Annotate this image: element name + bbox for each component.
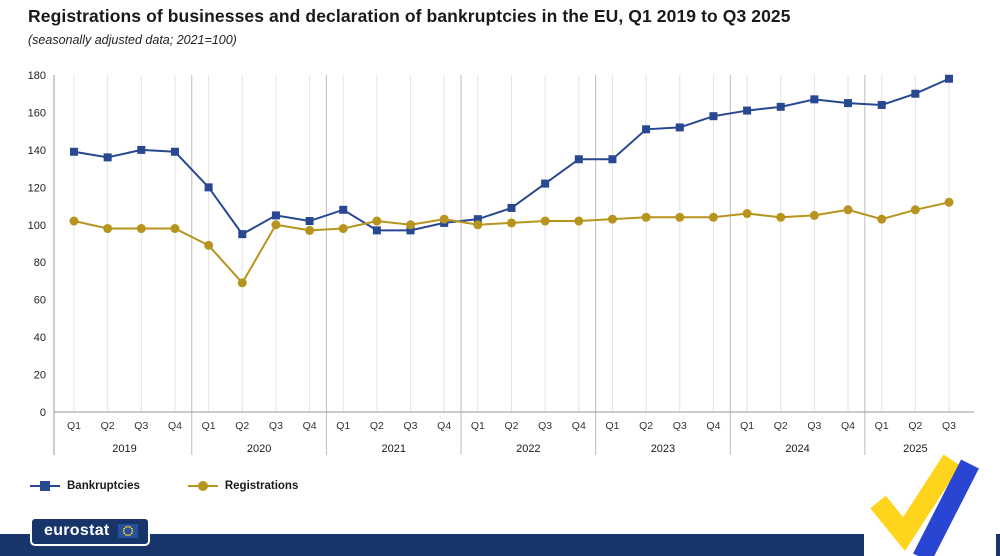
svg-text:Q3: Q3 <box>942 420 956 432</box>
svg-text:2020: 2020 <box>247 443 271 455</box>
svg-text:Q4: Q4 <box>303 420 317 432</box>
svg-text:160: 160 <box>28 107 46 119</box>
svg-text:60: 60 <box>34 295 46 307</box>
svg-text:80: 80 <box>34 257 46 269</box>
svg-text:40: 40 <box>34 332 46 344</box>
svg-text:Q4: Q4 <box>168 420 182 432</box>
svg-text:2024: 2024 <box>785 443 809 455</box>
svg-text:Q2: Q2 <box>774 420 788 432</box>
brand-decoration <box>864 452 996 556</box>
svg-text:Q1: Q1 <box>67 420 81 432</box>
svg-text:Q1: Q1 <box>336 420 350 432</box>
svg-text:Q3: Q3 <box>269 420 283 432</box>
svg-text:Q4: Q4 <box>437 420 451 432</box>
svg-text:120: 120 <box>28 182 46 194</box>
bankruptcies-marker-icon <box>30 481 60 491</box>
decoration-check-icon <box>870 454 979 556</box>
svg-text:Q1: Q1 <box>740 420 754 432</box>
svg-text:Q4: Q4 <box>841 420 855 432</box>
svg-text:2019: 2019 <box>112 443 136 455</box>
svg-text:Q3: Q3 <box>673 420 687 432</box>
chart-subtitle: (seasonally adjusted data; 2021=100) <box>28 33 237 47</box>
chart-title: Registrations of businesses and declarat… <box>28 6 791 26</box>
svg-text:Q2: Q2 <box>101 420 115 432</box>
eurostat-logo: eurostat <box>30 517 150 546</box>
svg-text:100: 100 <box>28 220 46 232</box>
eu-flag-icon <box>117 524 138 538</box>
svg-text:Q3: Q3 <box>134 420 148 432</box>
svg-text:2023: 2023 <box>651 443 675 455</box>
registrations-marker-icon <box>187 481 218 491</box>
legend-item-registrations: Registrations <box>187 480 299 492</box>
svg-text:Q2: Q2 <box>235 420 249 432</box>
svg-text:Q2: Q2 <box>504 420 518 432</box>
svg-text:Q1: Q1 <box>605 420 619 432</box>
legend-item-bankruptcies: Bankruptcies <box>30 480 140 492</box>
svg-text:Q3: Q3 <box>404 420 418 432</box>
legend-label-registrations: Registrations <box>224 480 299 492</box>
svg-text:Q2: Q2 <box>639 420 653 432</box>
svg-text:180: 180 <box>28 70 46 82</box>
svg-text:Q1: Q1 <box>202 420 216 432</box>
svg-text:Q3: Q3 <box>807 420 821 432</box>
eurostat-logo-text: eurostat <box>44 522 110 539</box>
svg-text:0: 0 <box>40 407 46 419</box>
legend-label-bankruptcies: Bankruptcies <box>67 480 140 492</box>
svg-text:140: 140 <box>28 145 46 157</box>
line-chart: 0 20 40 60 80 100 120 140 160 180 Q1 Q2 Q3 Q4 Q1 Q2 Q3 Q4… <box>28 70 974 455</box>
svg-text:Q4: Q4 <box>706 420 720 432</box>
svg-text:Q4: Q4 <box>572 420 586 432</box>
svg-text:Q1: Q1 <box>875 420 889 432</box>
svg-text:Q1: Q1 <box>471 420 485 432</box>
chart-area: 0 20 40 60 80 100 120 140 160 180 Q1 Q2 Q3 Q4 Q1 Q2 Q3 Q4… <box>4 56 996 460</box>
svg-text:Q3: Q3 <box>538 420 552 432</box>
legend: Bankruptcies Registrations <box>30 480 298 492</box>
svg-text:Q2: Q2 <box>370 420 384 432</box>
svg-text:Q2: Q2 <box>908 420 922 432</box>
svg-text:2021: 2021 <box>381 443 405 455</box>
footer-bar <box>0 534 1000 556</box>
svg-text:20: 20 <box>34 370 46 382</box>
svg-text:2022: 2022 <box>516 443 540 455</box>
